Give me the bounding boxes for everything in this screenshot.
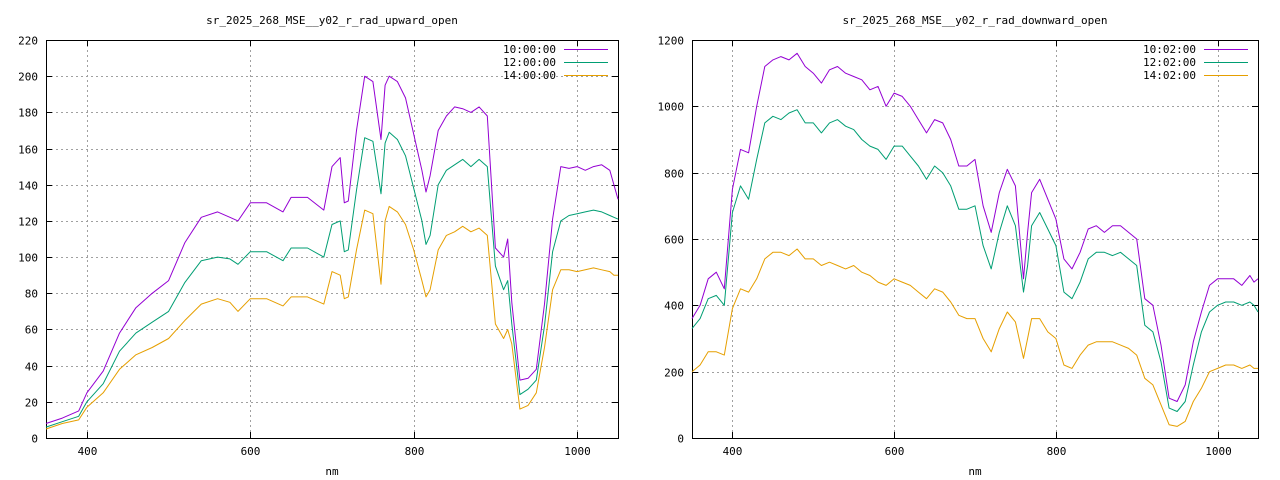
x-tick-label: 1000 <box>1205 445 1232 458</box>
x-tick-label: 400 <box>78 445 98 458</box>
series-line-14-02-00 <box>691 248 1258 427</box>
chart-title: sr_2025_268_MSE__y02_r_rad_upward_open <box>206 14 458 27</box>
x-axis-label: nm <box>968 465 982 478</box>
x-tick-label: 600 <box>241 445 261 458</box>
legend-label: 12:00:00 <box>503 56 556 69</box>
y-tick-label: 60 <box>25 324 38 337</box>
x-tick-label: 800 <box>405 445 425 458</box>
series-line-14-00-00 <box>45 205 618 430</box>
legend-label: 14:00:00 <box>503 69 556 82</box>
legend-label: 14:02:00 <box>1143 69 1196 82</box>
y-tick-label: 600 <box>664 234 684 247</box>
legend-label: 12:02:00 <box>1143 56 1196 69</box>
legend-label: 10:00:00 <box>503 43 556 56</box>
y-tick-label: 1000 <box>658 101 685 114</box>
y-tick-label: 200 <box>664 367 684 380</box>
series-line-10-02-00 <box>691 52 1259 402</box>
y-tick-label: 160 <box>18 144 38 157</box>
series-line-12-02-00 <box>691 109 1259 412</box>
y-tick-label: 20 <box>25 397 38 410</box>
x-tick-label: 1000 <box>564 445 591 458</box>
y-tick-label: 400 <box>664 300 684 313</box>
y-tick-label: 180 <box>18 107 38 120</box>
y-tick-label: 80 <box>25 288 38 301</box>
y-tick-label: 220 <box>18 35 38 48</box>
chart-panel-1: 0 20 40 60 80 100 120 140 160 180 200 220 400 600 800 1… <box>18 14 619 478</box>
y-tick-label: 140 <box>18 180 38 193</box>
x-axis-label: nm <box>325 465 339 478</box>
legend-label: 10:02:00 <box>1143 43 1196 56</box>
y-tick-label: 40 <box>25 361 38 374</box>
y-tick-label: 800 <box>664 168 684 181</box>
y-tick-label: 0 <box>677 433 684 446</box>
y-tick-label: 1200 <box>658 35 685 48</box>
series-line-12-00-00 <box>45 131 619 428</box>
plot-frame <box>46 40 619 439</box>
x-tick-label: 400 <box>723 445 743 458</box>
chart-panel-2: 0 200 400 600 800 1000 1200 400 600 800 1000 sr_202… <box>658 14 1259 478</box>
x-tick-label: 600 <box>885 445 905 458</box>
y-tick-label: 100 <box>18 252 38 265</box>
x-tick-label: 800 <box>1047 445 1067 458</box>
chart-title: sr_2025_268_MSE__y02_r_rad_downward_open <box>843 14 1108 27</box>
y-tick-label: 200 <box>18 71 38 84</box>
y-tick-label: 120 <box>18 216 38 229</box>
series-line-10-00-00 <box>45 75 619 424</box>
y-tick-label: 0 <box>31 433 38 446</box>
